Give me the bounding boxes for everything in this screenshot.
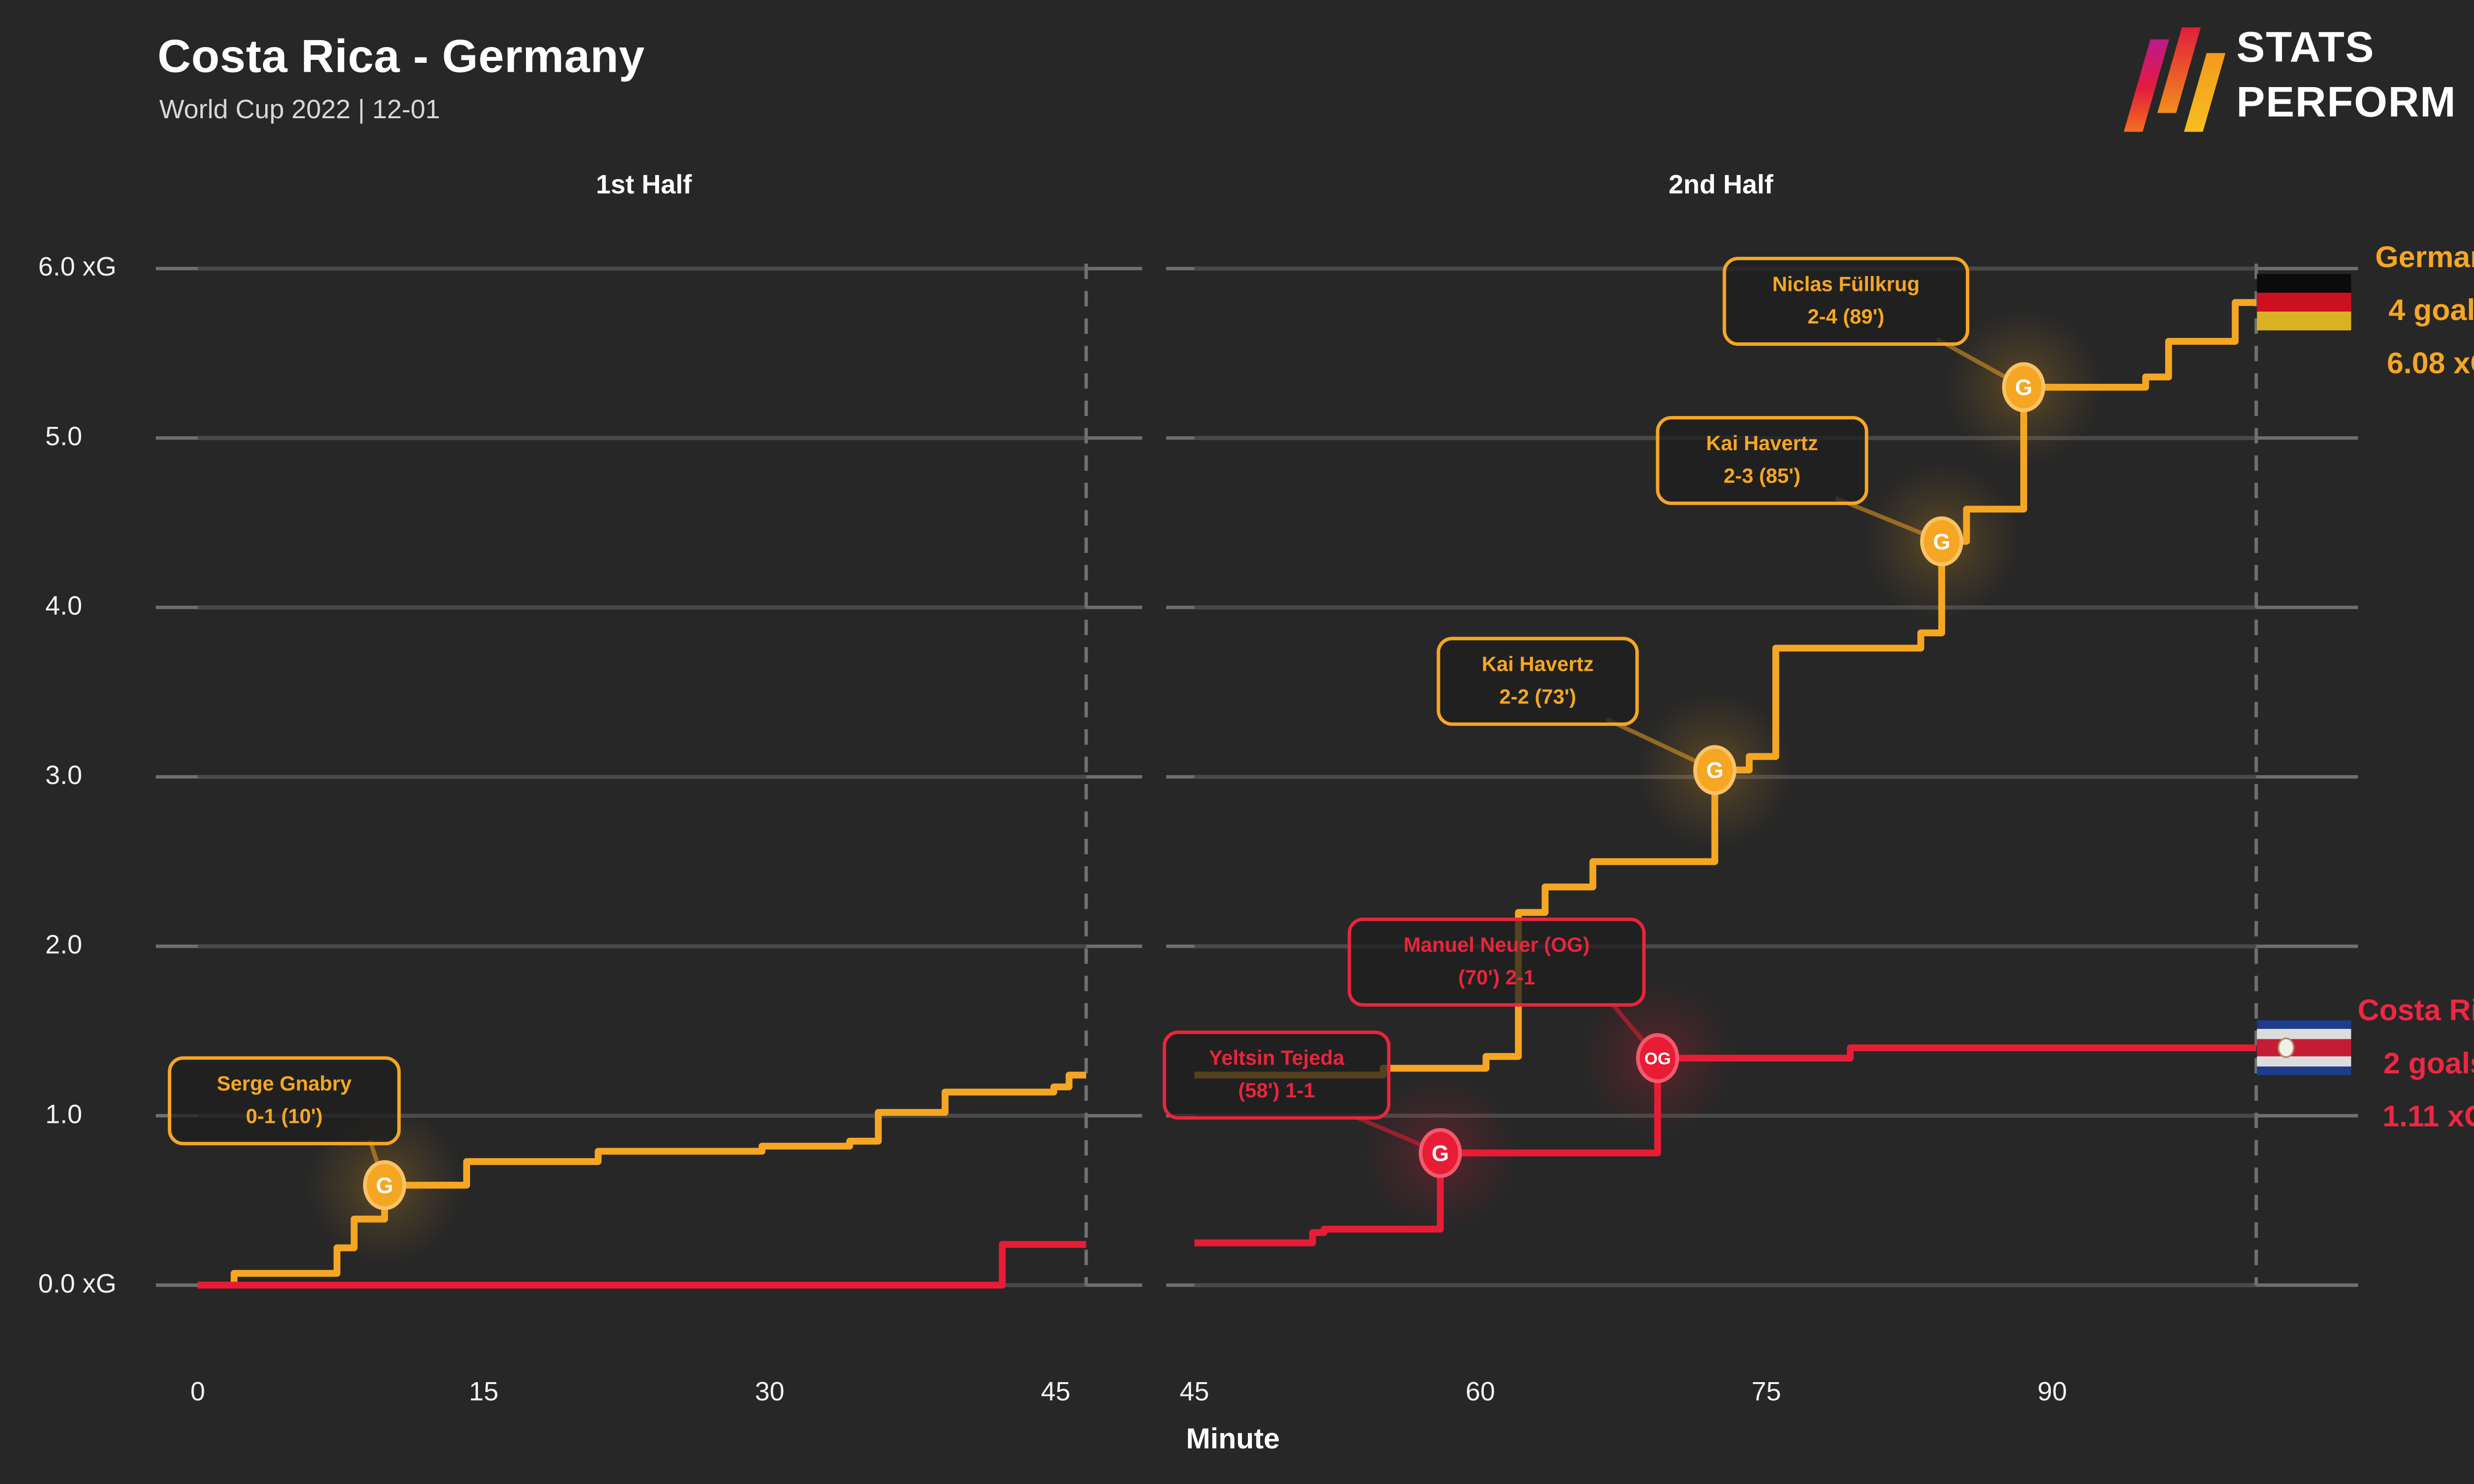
x-tick-label: 15 [469,1378,499,1407]
xg-line-costa-rica-half1 [197,1241,1087,1289]
annotation-line: Manuel Neuer (OG) [1403,933,1590,957]
goal-marker-letter: G [2015,375,2032,400]
goal-marker-letter: G [376,1173,393,1198]
x-tick-label: 60 [1465,1378,1495,1407]
costa-rica-name: Costa Rica [2357,993,2474,1027]
y-tick-label: 4.0 [45,592,83,621]
annotation-line: Niclas Füllkrug [1772,272,1920,296]
germany-name: Germany [2375,239,2474,274]
y-tick-label: 5.0 [45,422,83,452]
goal-marker [2002,362,2046,413]
goal-marker-og [1419,1128,1462,1178]
goal-annotation-gnabry: Serge Gnabry 0-1 (10') [168,1056,401,1146]
goal-marker [1920,516,1963,566]
panel-label-second-half: 2nd Half [1668,171,1773,200]
y-tick-label: 3.0 [45,761,83,791]
goal-annotation-fullkrug: Niclas Füllkrug 2-4 (89') [1722,257,1969,347]
goal-annotation-havertz2: Kai Havertz 2-3 (85') [1656,416,1868,506]
goal-marker [363,1160,406,1210]
annotation-line: (58') 1-1 [1238,1078,1315,1103]
x-tick-label: 90 [2037,1378,2067,1407]
goal-annotation-neuer: Manuel Neuer (OG) (70') 2-1 [1347,917,1646,1008]
goal-marker-letter: G [1431,1141,1449,1166]
y-tick-label: 2.0 [45,930,83,960]
x-tick-label: 0 [190,1378,205,1407]
y-tick-label: 6.0 xG [38,253,117,282]
germany-xg: 6.08 xG [2386,346,2474,380]
annotation-line: 2-2 (73') [1499,685,1576,709]
page-title: Costa Rica - Germany [157,31,645,83]
x-tick-label: 45 [1041,1378,1071,1407]
goal-marker-letter: OG [1644,1050,1671,1068]
annotation-line: 2-4 (89') [1808,305,1885,329]
annotation-line: Serge Gnabry [217,1071,352,1096]
x-tick-label: 30 [755,1378,785,1407]
y-tick-label: 1.0 [45,1100,83,1130]
xg-line-germany-half1 [197,1071,1087,1289]
goal-marker-og [1636,1033,1679,1083]
x-tick-label: 45 [1180,1378,1209,1407]
germany-flag-icon [2256,274,2350,331]
costa-rica-flag-icon [2256,1020,2350,1075]
germany-goals: 4 goals [2388,292,2474,327]
costa-rica-xg: 1.11 xG [2382,1099,2474,1134]
x-axis-title: Minute [1186,1422,1280,1455]
annotation-line: 0-1 (10') [245,1104,323,1129]
goal-marker-letter: G [1933,529,1951,554]
goal-marker [1693,745,1737,795]
x-tick-label: 75 [1751,1378,1781,1407]
y-tick-label: 0.0 xG [38,1269,117,1299]
costa-rica-emblem-icon [2277,1037,2294,1058]
annotation-line: (70') 2-1 [1458,966,1535,990]
logo-text-perform: PERFORM [2236,79,2457,127]
panel-label-first-half: 1st Half [596,171,692,200]
annotation-line: 2-3 (85') [1723,464,1801,488]
annotation-line: Kai Havertz [1481,652,1594,677]
page-subtitle: World Cup 2022 | 12-01 [159,95,440,125]
costa-rica-summary: Costa Rica 2 goals 1.11 xG [2307,984,2474,1144]
annotation-line: Yeltsin Tejeda [1209,1046,1344,1070]
goal-annotation-tejeda: Yeltsin Tejeda (58') 1-1 [1162,1030,1391,1120]
logo-text-stats: STATS [2236,24,2375,72]
germany-summary: Germany 4 goals 6.08 xG [2312,231,2474,390]
costa-rica-goals: 2 goals [2383,1046,2474,1080]
goal-marker-letter: G [1706,758,1723,783]
xg-line-costa-rica-half2 [1194,1044,2256,1247]
goal-annotation-havertz1: Kai Havertz 2-2 (73') [1436,637,1639,727]
annotation-line: Kai Havertz [1706,431,1818,456]
xg-line-germany-half2 [1194,299,2256,1079]
